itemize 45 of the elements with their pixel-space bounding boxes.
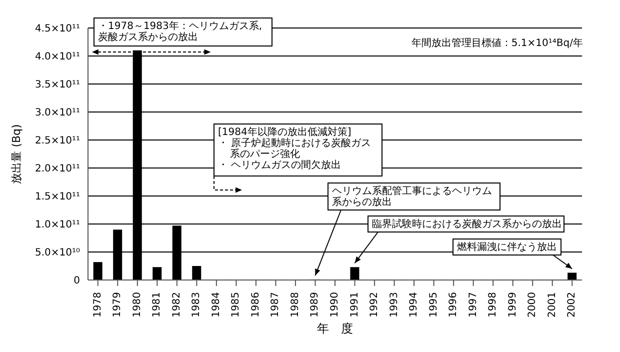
x-tick-label: 1983 xyxy=(191,292,202,318)
annotation: ・ ヘリウムガスの間欠放出 xyxy=(218,159,342,171)
y-tick-label: 2.0×10¹¹ xyxy=(34,164,80,175)
x-tick-label: 1990 xyxy=(330,292,340,318)
y-tick-label: 1.0×10¹¹ xyxy=(34,220,80,231)
x-tick-label: 1985 xyxy=(230,292,242,318)
x-tick-label: 1981 xyxy=(152,292,163,318)
annotation: ・1978～1983年：ヘリウムガス系, 炭酸ガス系からの放出 xyxy=(98,20,262,43)
x-tick-label: 1996 xyxy=(448,292,460,318)
y-tick-label: 4.0×10¹¹ xyxy=(34,52,80,63)
x-tick-label: 1988 xyxy=(290,292,301,318)
x-tick-label: 1995 xyxy=(428,292,440,318)
y-axis-title: 放出量 (Bq) xyxy=(10,124,23,184)
annotation: ・ 原子炉起動時における炭酸ガス系のパージ強化 xyxy=(218,137,372,160)
x-tick-label: 1980 xyxy=(132,292,143,318)
x-tick-label: 1979 xyxy=(112,292,124,318)
y-tick-label: 4.5×10¹¹ xyxy=(34,24,80,35)
x-tick-label: 1992 xyxy=(369,292,380,318)
y-tick-label: 2.5×10¹¹ xyxy=(34,136,80,147)
y-tick-label: 5.0×10¹⁰ xyxy=(34,248,80,259)
annotation: 年間放出管理目標値：5.1×10¹⁴Bq/年 xyxy=(411,37,583,49)
annotation: ヘリウム系配管工事によるヘリウム系からの放出 xyxy=(332,185,492,208)
x-tick-label: 1984 xyxy=(210,292,222,318)
y-tick-label: 3.0×10¹¹ xyxy=(34,108,80,119)
x-tick-label: 2000 xyxy=(527,292,538,318)
x-tick-label: 1998 xyxy=(488,292,499,318)
x-tick-label: 1993 xyxy=(388,292,400,318)
annotation: 燃料漏洩に伴なう放出 xyxy=(457,241,557,253)
y-tick-label: 0 xyxy=(74,276,80,287)
x-tick-label: 1986 xyxy=(250,292,262,318)
y-tick-label: 3.5×10¹¹ xyxy=(34,80,80,91)
x-tick-label: 1982 xyxy=(171,292,182,318)
x-tick-label: 1999 xyxy=(507,292,518,318)
y-tick-label: 1.5×10¹¹ xyxy=(34,192,80,203)
x-tick-label: 1987 xyxy=(270,292,282,318)
x-tick-label: 1978 xyxy=(92,292,104,318)
x-tick-label: 1994 xyxy=(408,292,420,318)
x-tick-label: 1997 xyxy=(468,292,479,318)
x-tick-label: 1991 xyxy=(349,292,360,318)
x-tick-label: 2002 xyxy=(566,292,578,318)
x-tick-label: 1989 xyxy=(310,292,321,318)
annotation: 臨界試験時における炭酸ガス系からの放出 xyxy=(372,218,562,230)
annotation: [1984年以降の放出低減対策] xyxy=(218,126,352,138)
x-tick-label: 2001 xyxy=(546,292,558,318)
x-axis-title: 年 度 xyxy=(317,322,353,336)
